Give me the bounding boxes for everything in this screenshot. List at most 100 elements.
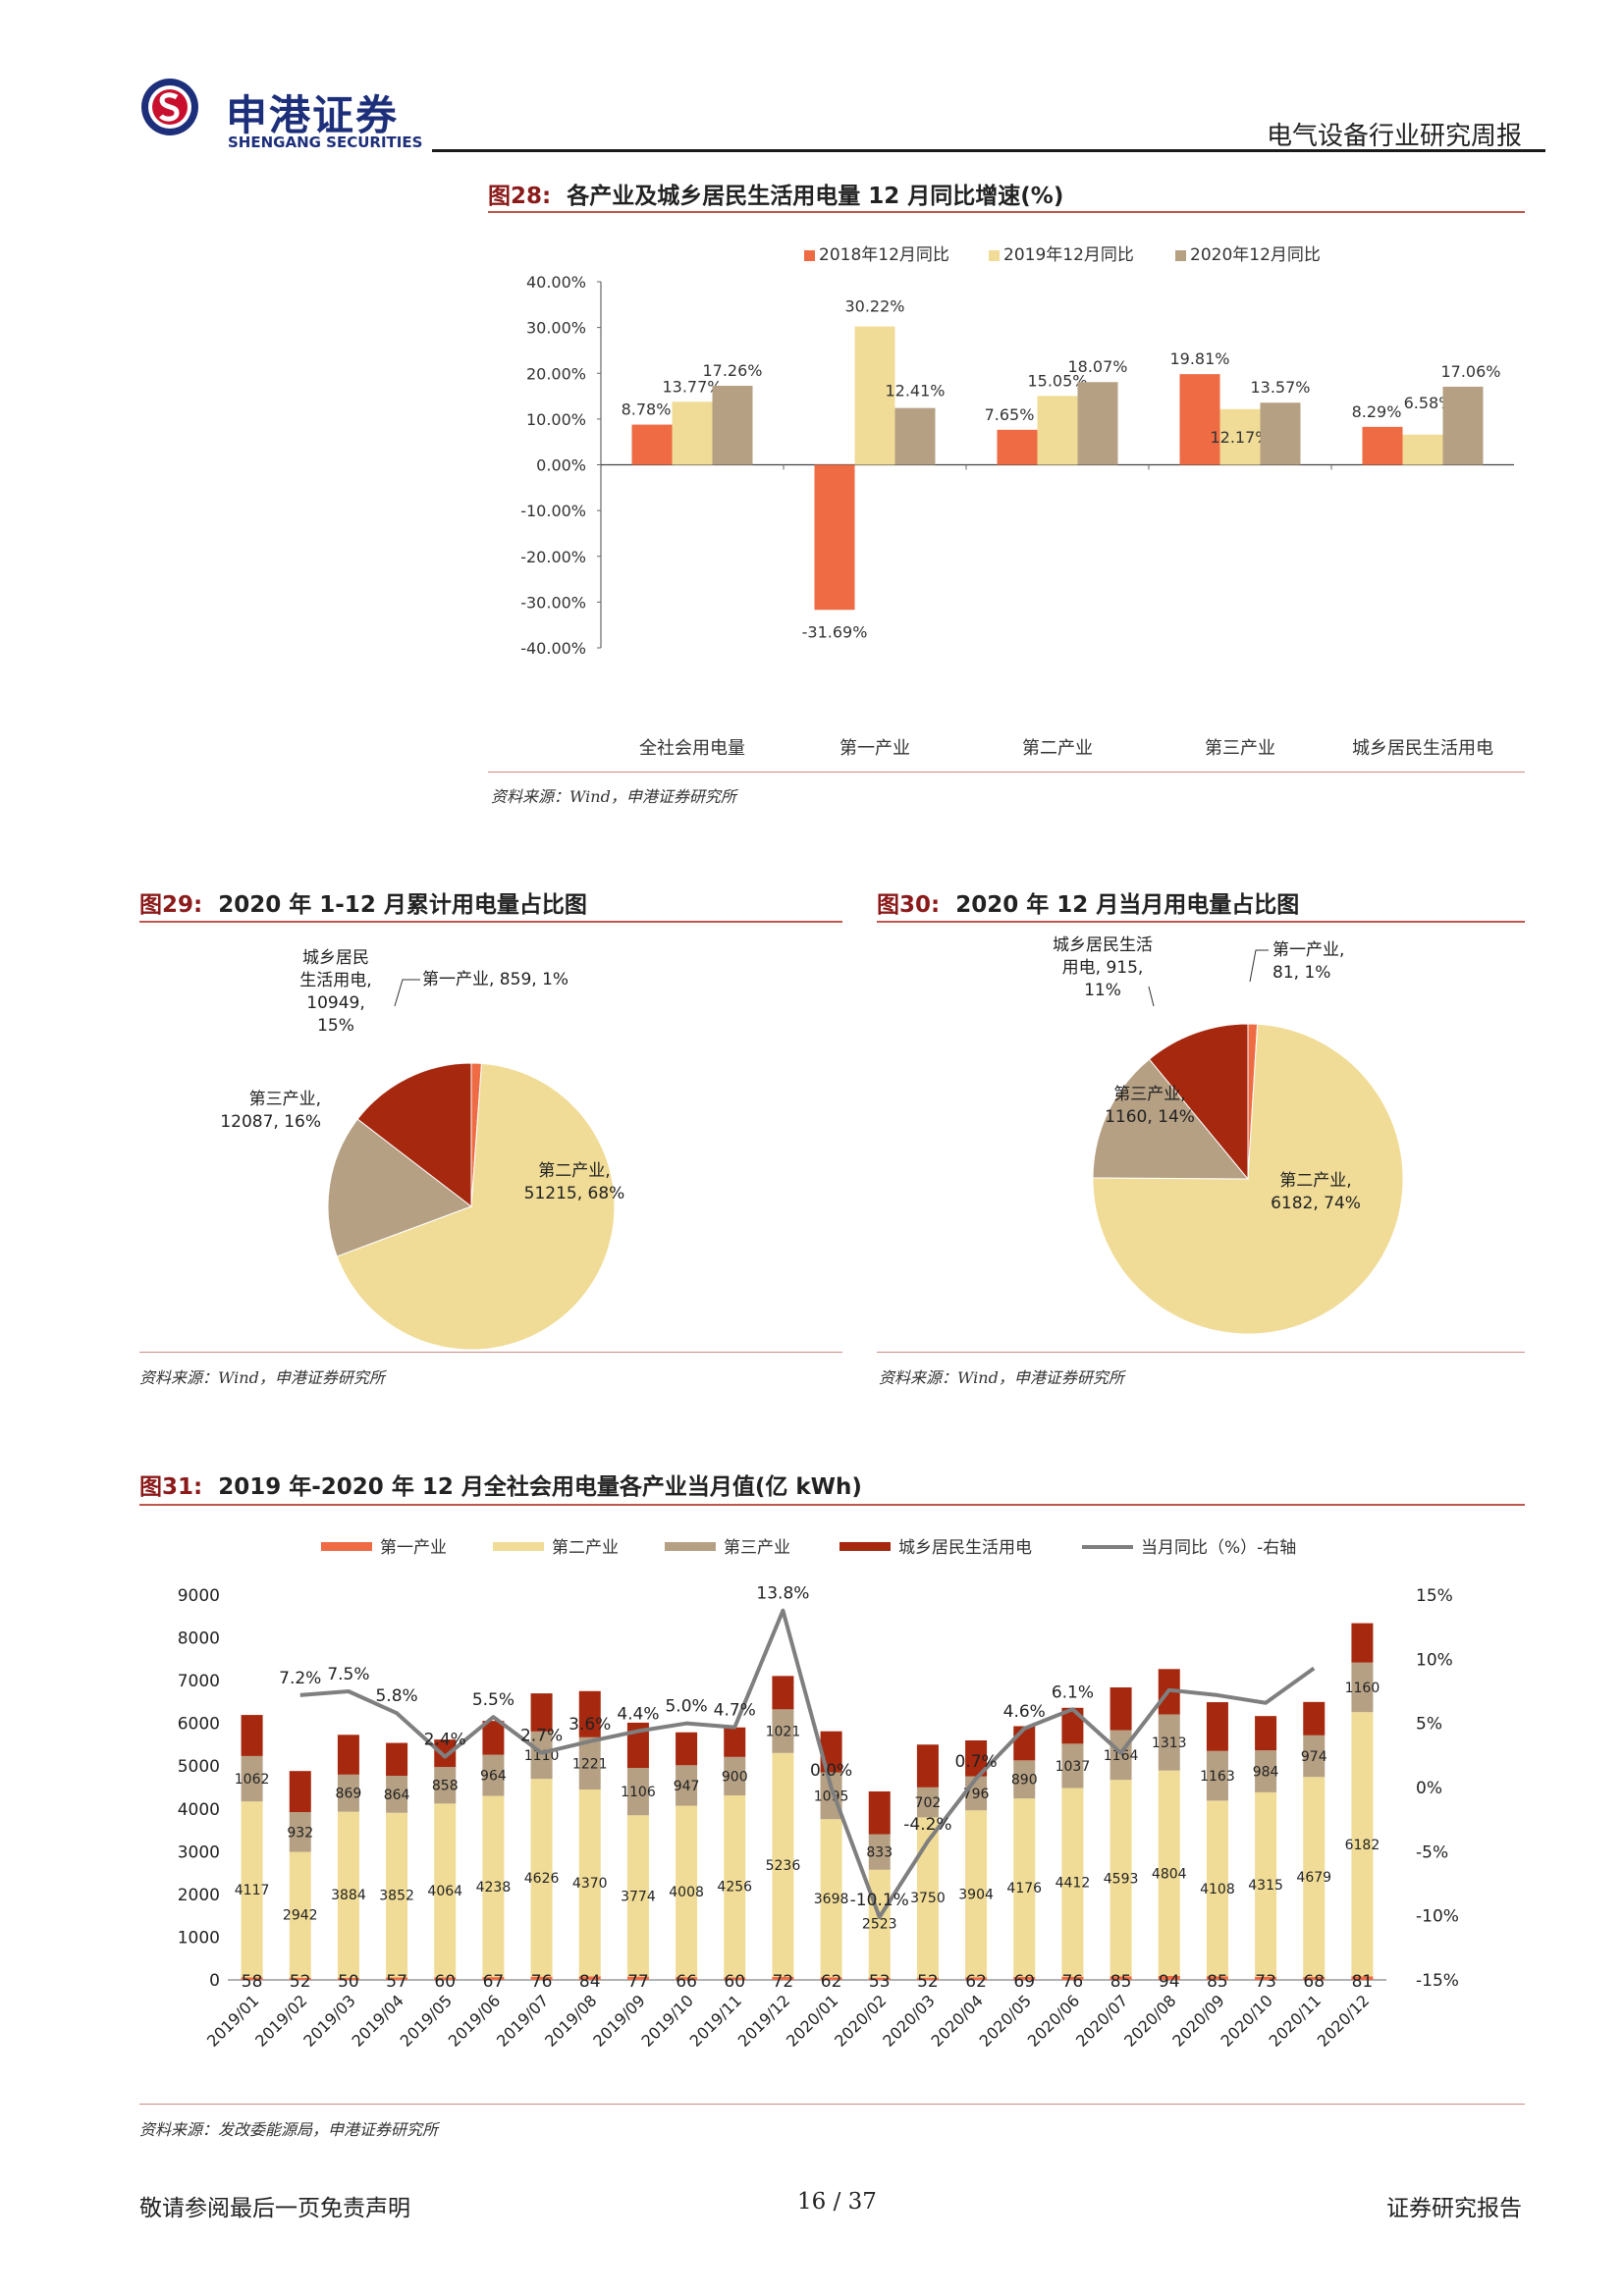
fig31-bar-segment: [530, 1976, 553, 1980]
fig31-label-secondary: 3852: [379, 1889, 414, 1904]
fig31-label-primary: 67: [483, 1972, 505, 1992]
fig31-bar-segment: [868, 1977, 891, 1980]
fig28-ytick-label: -30.00%: [520, 593, 586, 612]
fig28-ytick-label: 30.00%: [526, 319, 586, 338]
fig31-label-secondary: 2942: [283, 1908, 318, 1924]
fig31-label-secondary: 4064: [427, 1884, 462, 1899]
fig31-legend-label: 第一产业: [380, 1538, 447, 1558]
fig31-bar-segment: [965, 1977, 988, 1980]
fig31-label-tertiary: 702: [915, 1795, 942, 1811]
logo-emblem-icon: [141, 79, 198, 135]
fig28-legend-swatch: [1175, 250, 1186, 261]
fig28-data-label: 12.17%: [1210, 428, 1270, 447]
fig31-label-primary: 81: [1352, 1972, 1374, 1992]
fig31-category-label: 2020/10: [1217, 1991, 1275, 2050]
fig29-slice-label: 第二产业,: [538, 1161, 610, 1181]
fig31-ytick-left: 1000: [178, 1928, 220, 1948]
fig31-label-tertiary: 869: [336, 1787, 362, 1802]
fig31-legend-swatch: [321, 1542, 372, 1551]
fig31-bar-segment: [434, 1739, 457, 1768]
fig28-bar: [1260, 402, 1301, 465]
fig31-label-tertiary: 947: [674, 1779, 700, 1794]
report-type: 电气设备行业研究周报: [1267, 122, 1523, 151]
fig31-label-tertiary: 864: [384, 1788, 410, 1803]
fig31-bar-segment: [1110, 1730, 1132, 1781]
fig28-data-label: 13.57%: [1250, 378, 1310, 397]
fig31-label-primary: 52: [917, 1972, 939, 1992]
fig30-slice-label: 1160, 14%: [1105, 1107, 1195, 1127]
fig31-category-label: 2019/03: [299, 1991, 358, 2050]
page-number: 16 / 37: [797, 2189, 877, 2215]
fig29-title: 图29: 2020 年 1-12 月累计用电量占比图: [139, 885, 587, 919]
fig31-category-label: 2019/08: [541, 1991, 600, 2050]
fig31-ytick-left: 7000: [178, 1672, 220, 1691]
fig30-slice-label: 第一产业,: [1272, 940, 1344, 960]
fig28-category-label: 第二产业: [1022, 738, 1093, 759]
fig31-label-secondary: 4626: [524, 1871, 560, 1887]
fig29-title-text: 2020 年 1-12 月累计用电量占比图: [218, 892, 587, 918]
fig31-bar-segment: [820, 1977, 842, 1980]
fig31-yoy-label: -4.2%: [903, 1815, 951, 1835]
fig31-bar-segment: [868, 1869, 891, 1978]
fig31-ytick-left: 2000: [178, 1886, 220, 1905]
fig28-chart: 2018年12月同比 2019年12月同比 2020年12月同比 40.00% 30.0…: [520, 245, 1514, 759]
fig31-label-primary: 57: [386, 1972, 407, 1992]
fig31-bar-segment: [386, 1977, 408, 1980]
fig31-category-label: 2020/01: [783, 1991, 841, 2050]
fig31-label-primary: 50: [338, 1972, 359, 1992]
fig29-slice-label: 10949,: [306, 993, 364, 1013]
fig31-bar-segment: [676, 1977, 698, 1980]
footer-disclaimer: 敬请参阅最后一页免责声明: [139, 2196, 410, 2221]
fig30-top-rule: [877, 921, 1525, 923]
fig28-title-text: 各产业及城乡居民生活用电量 12 月同比增速(%): [567, 184, 1064, 209]
fig31-label-tertiary: 796: [963, 1787, 990, 1802]
fig31-label-tertiary: 833: [866, 1845, 893, 1861]
fig28-category-label: 城乡居民生活用电: [1352, 738, 1493, 759]
fig31-label-primary: 60: [724, 1972, 745, 1992]
fig31-bar-segment: [289, 1851, 311, 1978]
fig31-legend-label: 当月同比（%）-右轴: [1141, 1538, 1296, 1558]
fig31-bar-segment: [676, 1765, 698, 1806]
fig29-slice-label: 51215, 68%: [524, 1184, 625, 1203]
fig31-label-secondary: 3750: [910, 1891, 946, 1906]
fig28-data-label: 17.26%: [702, 361, 762, 380]
fig28-legend-swatch: [989, 250, 1000, 261]
fig31-category-label: 2020/11: [1266, 1991, 1325, 2050]
fig31-yoy-label: 4.7%: [714, 1701, 756, 1721]
fig31-label-tertiary: 858: [432, 1779, 459, 1794]
fig31-label-tertiary: 1106: [621, 1785, 656, 1800]
fig31-bar-segment: [1013, 1798, 1036, 1977]
fig31-bar-segment: [676, 1732, 698, 1766]
fig28-data-label: 18.07%: [1067, 357, 1127, 376]
fig31-bar-segment: [1110, 1686, 1132, 1731]
fig31-bar-segment: [868, 1790, 891, 1835]
fig31-bar-segment: [1255, 1716, 1277, 1751]
fig31-yoy-label: 4.6%: [1003, 1702, 1046, 1722]
fig31-label-primary: 62: [965, 1972, 987, 1992]
fig29-slice-label: 15%: [317, 1016, 354, 1036]
fig31-category-label: 2019/10: [637, 1991, 696, 2050]
fig31-label-primary: 94: [1159, 1972, 1180, 1992]
fig29-top-rule: [139, 921, 842, 923]
fig28-data-label: -31.69%: [802, 622, 868, 641]
fig30-slice-label: 11%: [1084, 981, 1121, 1000]
fig31-chart: 第一产业 第二产业 第三产业 城乡居民生活用电 当月同比（%）-右轴9000800070…: [178, 1538, 1459, 2051]
fig31-bar-segment: [772, 1976, 794, 1980]
fig31-label-tertiary: 1095: [814, 1789, 849, 1804]
fig31-bar-segment: [724, 1795, 746, 1978]
fig29-slice-label: 12087, 16%: [220, 1112, 321, 1132]
fig31-legend-label: 第三产业: [724, 1538, 790, 1558]
fig31-label-tertiary: 964: [480, 1768, 507, 1784]
fig31-bar-segment: [337, 1977, 359, 1980]
fig28-ytick-label: 40.00%: [526, 273, 586, 292]
fig31-category-label: 2020/08: [1120, 1991, 1179, 2050]
fig31-bar-segment: [1158, 1975, 1180, 1980]
fig30-slice-label: 用电, 915,: [1062, 958, 1144, 978]
fig31-label-tertiary: 984: [1253, 1764, 1279, 1780]
fig31-ytick-right: 15%: [1416, 1586, 1453, 1606]
fig28-ytick-label: 0.00%: [536, 456, 586, 475]
fig31-label-secondary: 4412: [1056, 1876, 1091, 1892]
fig28-bar: [1402, 434, 1443, 465]
fig31-ytick-right: -5%: [1416, 1842, 1448, 1862]
fig31-label-secondary: 3904: [958, 1887, 994, 1902]
